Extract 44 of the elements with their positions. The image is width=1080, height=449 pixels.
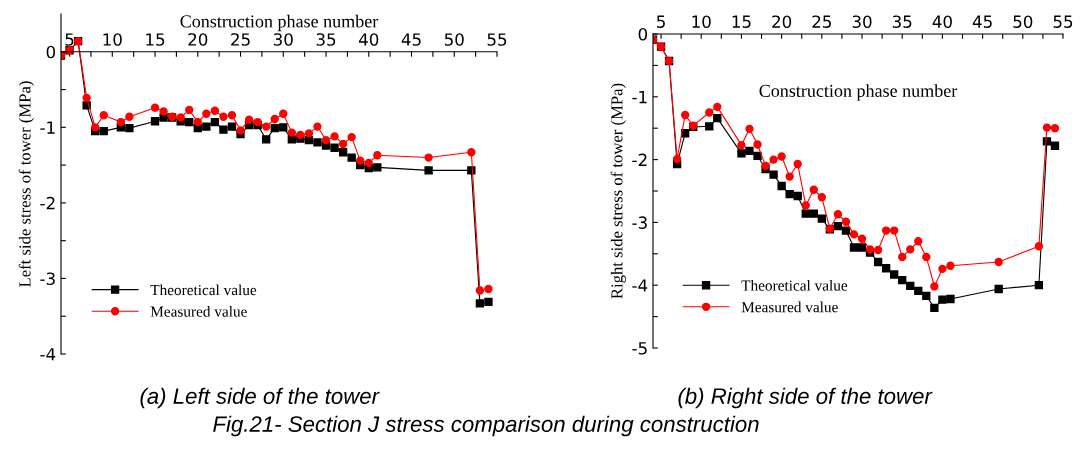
- y-axis-title: Left side stress of tower (MPa): [18, 81, 34, 287]
- x-tick-label: 40: [358, 33, 379, 46]
- x-tick-label: 35: [892, 15, 912, 28]
- x-tick-label: 20: [188, 33, 208, 46]
- x-axis-title: Construction phase number: [759, 84, 958, 101]
- x-tick-label: 45: [401, 33, 421, 46]
- y-tick-label: -3: [40, 272, 55, 286]
- x-tick-label: 40: [932, 15, 952, 28]
- legend-label: Theoretical value: [150, 284, 257, 296]
- x-tick-label: 5: [65, 33, 74, 46]
- legend-label: Theoretical value: [741, 279, 848, 291]
- y-tick-label: 0: [638, 27, 648, 41]
- x-tick-label: 5: [657, 15, 665, 28]
- x-tick-label: 50: [1013, 15, 1033, 28]
- caption: Fig.21- Section J stress comparison during construction: [213, 415, 759, 437]
- text: (a) Left side of the tower: [140, 387, 380, 409]
- y-tick-label: -1: [632, 90, 647, 104]
- x-tick-label: 55: [1053, 15, 1073, 28]
- y-tick-label: -2: [40, 196, 55, 210]
- x-tick-label: 20: [772, 15, 792, 28]
- x-axis-title: Construction phase number: [180, 14, 379, 32]
- y-tick-label: -4: [632, 279, 648, 292]
- x-tick-label: 15: [732, 15, 751, 28]
- x-tick-label: 55: [487, 33, 507, 46]
- y-tick-label: -2: [632, 153, 647, 166]
- y-tick-label: -1: [40, 121, 55, 134]
- text: (b) Right side of the tower: [678, 387, 933, 409]
- x-tick-label: 25: [812, 15, 831, 28]
- y-tick-label: -4: [40, 348, 56, 361]
- x-tick-label: 10: [103, 33, 122, 46]
- x-tick-label: 30: [852, 15, 872, 28]
- y-axis-title: Right side stress of tower (MPa): [610, 83, 626, 299]
- legend-label: Measured value: [741, 301, 838, 313]
- x-tick-label: 30: [273, 33, 293, 46]
- x-tick-label: 10: [692, 15, 711, 28]
- y-tick-label: 0: [46, 45, 56, 59]
- x-tick-label: 35: [316, 33, 336, 46]
- y-tick-label: -3: [632, 216, 647, 229]
- x-tick-label: 25: [231, 33, 250, 46]
- legend-label: Measured value: [150, 305, 247, 317]
- x-tick-label: 50: [444, 33, 464, 46]
- x-tick-label: 45: [972, 15, 992, 28]
- y-tick-label: -5: [632, 342, 647, 355]
- x-tick-label: 15: [146, 33, 165, 46]
